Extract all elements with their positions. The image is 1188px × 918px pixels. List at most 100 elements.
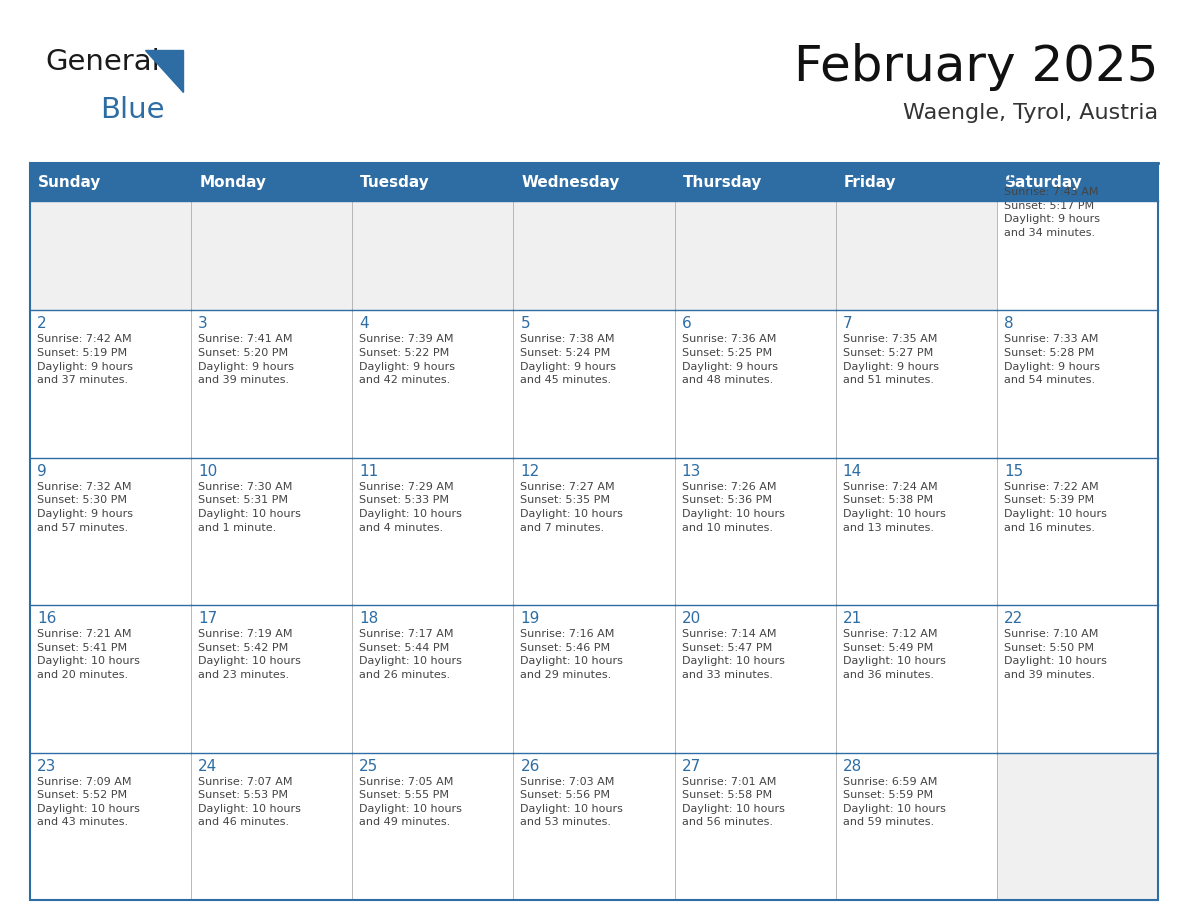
Bar xyxy=(30,458,191,605)
Bar xyxy=(30,163,191,310)
Text: Waengle, Tyrol, Austria: Waengle, Tyrol, Austria xyxy=(903,103,1158,123)
Text: 6: 6 xyxy=(682,317,691,331)
Text: 27: 27 xyxy=(682,758,701,774)
Text: Sunrise: 7:33 AM
Sunset: 5:28 PM
Daylight: 9 hours
and 54 minutes.: Sunrise: 7:33 AM Sunset: 5:28 PM Dayligh… xyxy=(1004,334,1100,386)
Bar xyxy=(353,310,513,458)
Bar xyxy=(675,310,835,458)
Bar xyxy=(835,163,997,310)
Bar xyxy=(513,753,675,900)
Bar xyxy=(513,163,675,310)
Text: Sunrise: 7:38 AM
Sunset: 5:24 PM
Daylight: 9 hours
and 45 minutes.: Sunrise: 7:38 AM Sunset: 5:24 PM Dayligh… xyxy=(520,334,617,386)
Text: Sunrise: 7:16 AM
Sunset: 5:46 PM
Daylight: 10 hours
and 29 minutes.: Sunrise: 7:16 AM Sunset: 5:46 PM Dayligh… xyxy=(520,629,624,680)
Text: 12: 12 xyxy=(520,464,539,479)
Text: 4: 4 xyxy=(359,317,369,331)
Text: Monday: Monday xyxy=(200,174,266,189)
Text: Sunrise: 7:05 AM
Sunset: 5:55 PM
Daylight: 10 hours
and 49 minutes.: Sunrise: 7:05 AM Sunset: 5:55 PM Dayligh… xyxy=(359,777,462,827)
Bar xyxy=(835,310,997,458)
Text: 13: 13 xyxy=(682,464,701,479)
Bar xyxy=(997,458,1158,605)
Text: 25: 25 xyxy=(359,758,379,774)
Text: Sunrise: 7:43 AM
Sunset: 5:17 PM
Daylight: 9 hours
and 34 minutes.: Sunrise: 7:43 AM Sunset: 5:17 PM Dayligh… xyxy=(1004,187,1100,238)
Text: Sunrise: 7:26 AM
Sunset: 5:36 PM
Daylight: 10 hours
and 10 minutes.: Sunrise: 7:26 AM Sunset: 5:36 PM Dayligh… xyxy=(682,482,784,532)
Bar xyxy=(30,163,1158,201)
Text: Sunrise: 7:14 AM
Sunset: 5:47 PM
Daylight: 10 hours
and 33 minutes.: Sunrise: 7:14 AM Sunset: 5:47 PM Dayligh… xyxy=(682,629,784,680)
Text: 5: 5 xyxy=(520,317,530,331)
Text: 15: 15 xyxy=(1004,464,1023,479)
Text: Sunrise: 7:27 AM
Sunset: 5:35 PM
Daylight: 10 hours
and 7 minutes.: Sunrise: 7:27 AM Sunset: 5:35 PM Dayligh… xyxy=(520,482,624,532)
Bar xyxy=(513,605,675,753)
Text: 18: 18 xyxy=(359,611,379,626)
Bar xyxy=(30,753,191,900)
Text: 7: 7 xyxy=(842,317,852,331)
Text: Sunrise: 7:17 AM
Sunset: 5:44 PM
Daylight: 10 hours
and 26 minutes.: Sunrise: 7:17 AM Sunset: 5:44 PM Dayligh… xyxy=(359,629,462,680)
Bar xyxy=(353,605,513,753)
Text: 11: 11 xyxy=(359,464,379,479)
Bar xyxy=(675,163,835,310)
Bar xyxy=(675,753,835,900)
Bar xyxy=(191,753,353,900)
Bar xyxy=(191,605,353,753)
Bar xyxy=(30,163,1158,900)
Text: Wednesday: Wednesday xyxy=(522,174,620,189)
Bar xyxy=(675,605,835,753)
Bar xyxy=(191,310,353,458)
Bar xyxy=(30,605,191,753)
Text: Sunrise: 7:30 AM
Sunset: 5:31 PM
Daylight: 10 hours
and 1 minute.: Sunrise: 7:30 AM Sunset: 5:31 PM Dayligh… xyxy=(198,482,301,532)
Text: Sunrise: 7:09 AM
Sunset: 5:52 PM
Daylight: 10 hours
and 43 minutes.: Sunrise: 7:09 AM Sunset: 5:52 PM Dayligh… xyxy=(37,777,140,827)
Text: Sunday: Sunday xyxy=(38,174,101,189)
Text: Saturday: Saturday xyxy=(1005,174,1082,189)
Bar xyxy=(191,163,353,310)
Text: General: General xyxy=(45,48,159,76)
Bar xyxy=(353,753,513,900)
Text: Thursday: Thursday xyxy=(683,174,762,189)
Text: Friday: Friday xyxy=(843,174,896,189)
Bar xyxy=(835,458,997,605)
Text: Sunrise: 7:01 AM
Sunset: 5:58 PM
Daylight: 10 hours
and 56 minutes.: Sunrise: 7:01 AM Sunset: 5:58 PM Dayligh… xyxy=(682,777,784,827)
Text: Sunrise: 7:42 AM
Sunset: 5:19 PM
Daylight: 9 hours
and 37 minutes.: Sunrise: 7:42 AM Sunset: 5:19 PM Dayligh… xyxy=(37,334,133,386)
Text: 14: 14 xyxy=(842,464,862,479)
Text: 28: 28 xyxy=(842,758,862,774)
Text: Tuesday: Tuesday xyxy=(360,174,430,189)
Text: Sunrise: 7:12 AM
Sunset: 5:49 PM
Daylight: 10 hours
and 36 minutes.: Sunrise: 7:12 AM Sunset: 5:49 PM Dayligh… xyxy=(842,629,946,680)
Text: Sunrise: 7:03 AM
Sunset: 5:56 PM
Daylight: 10 hours
and 53 minutes.: Sunrise: 7:03 AM Sunset: 5:56 PM Dayligh… xyxy=(520,777,624,827)
Text: 23: 23 xyxy=(37,758,56,774)
Text: 2: 2 xyxy=(37,317,46,331)
Text: 10: 10 xyxy=(198,464,217,479)
Text: 8: 8 xyxy=(1004,317,1013,331)
Text: 21: 21 xyxy=(842,611,862,626)
Text: 22: 22 xyxy=(1004,611,1023,626)
Text: Sunrise: 7:35 AM
Sunset: 5:27 PM
Daylight: 9 hours
and 51 minutes.: Sunrise: 7:35 AM Sunset: 5:27 PM Dayligh… xyxy=(842,334,939,386)
Bar xyxy=(997,753,1158,900)
Text: 3: 3 xyxy=(198,317,208,331)
Text: 16: 16 xyxy=(37,611,56,626)
Text: Sunrise: 7:21 AM
Sunset: 5:41 PM
Daylight: 10 hours
and 20 minutes.: Sunrise: 7:21 AM Sunset: 5:41 PM Dayligh… xyxy=(37,629,140,680)
Bar xyxy=(835,605,997,753)
Text: Sunrise: 7:39 AM
Sunset: 5:22 PM
Daylight: 9 hours
and 42 minutes.: Sunrise: 7:39 AM Sunset: 5:22 PM Dayligh… xyxy=(359,334,455,386)
Text: 20: 20 xyxy=(682,611,701,626)
Text: 9: 9 xyxy=(37,464,46,479)
Bar xyxy=(513,310,675,458)
Bar xyxy=(997,163,1158,310)
Bar xyxy=(353,458,513,605)
Bar xyxy=(675,458,835,605)
Bar xyxy=(513,458,675,605)
Text: Sunrise: 7:19 AM
Sunset: 5:42 PM
Daylight: 10 hours
and 23 minutes.: Sunrise: 7:19 AM Sunset: 5:42 PM Dayligh… xyxy=(198,629,301,680)
Text: February 2025: February 2025 xyxy=(794,43,1158,91)
Text: Sunrise: 7:22 AM
Sunset: 5:39 PM
Daylight: 10 hours
and 16 minutes.: Sunrise: 7:22 AM Sunset: 5:39 PM Dayligh… xyxy=(1004,482,1107,532)
Text: Sunrise: 7:32 AM
Sunset: 5:30 PM
Daylight: 9 hours
and 57 minutes.: Sunrise: 7:32 AM Sunset: 5:30 PM Dayligh… xyxy=(37,482,133,532)
Text: Sunrise: 7:24 AM
Sunset: 5:38 PM
Daylight: 10 hours
and 13 minutes.: Sunrise: 7:24 AM Sunset: 5:38 PM Dayligh… xyxy=(842,482,946,532)
Text: Sunrise: 7:36 AM
Sunset: 5:25 PM
Daylight: 9 hours
and 48 minutes.: Sunrise: 7:36 AM Sunset: 5:25 PM Dayligh… xyxy=(682,334,778,386)
Text: Blue: Blue xyxy=(100,96,164,124)
Polygon shape xyxy=(145,50,183,92)
Text: Sunrise: 7:29 AM
Sunset: 5:33 PM
Daylight: 10 hours
and 4 minutes.: Sunrise: 7:29 AM Sunset: 5:33 PM Dayligh… xyxy=(359,482,462,532)
Text: 24: 24 xyxy=(198,758,217,774)
Bar xyxy=(997,605,1158,753)
Text: Sunrise: 7:10 AM
Sunset: 5:50 PM
Daylight: 10 hours
and 39 minutes.: Sunrise: 7:10 AM Sunset: 5:50 PM Dayligh… xyxy=(1004,629,1107,680)
Bar xyxy=(191,458,353,605)
Text: Sunrise: 7:07 AM
Sunset: 5:53 PM
Daylight: 10 hours
and 46 minutes.: Sunrise: 7:07 AM Sunset: 5:53 PM Dayligh… xyxy=(198,777,301,827)
Bar xyxy=(30,310,191,458)
Bar xyxy=(353,163,513,310)
Text: Sunrise: 6:59 AM
Sunset: 5:59 PM
Daylight: 10 hours
and 59 minutes.: Sunrise: 6:59 AM Sunset: 5:59 PM Dayligh… xyxy=(842,777,946,827)
Text: 26: 26 xyxy=(520,758,539,774)
Text: 1: 1 xyxy=(1004,169,1013,184)
